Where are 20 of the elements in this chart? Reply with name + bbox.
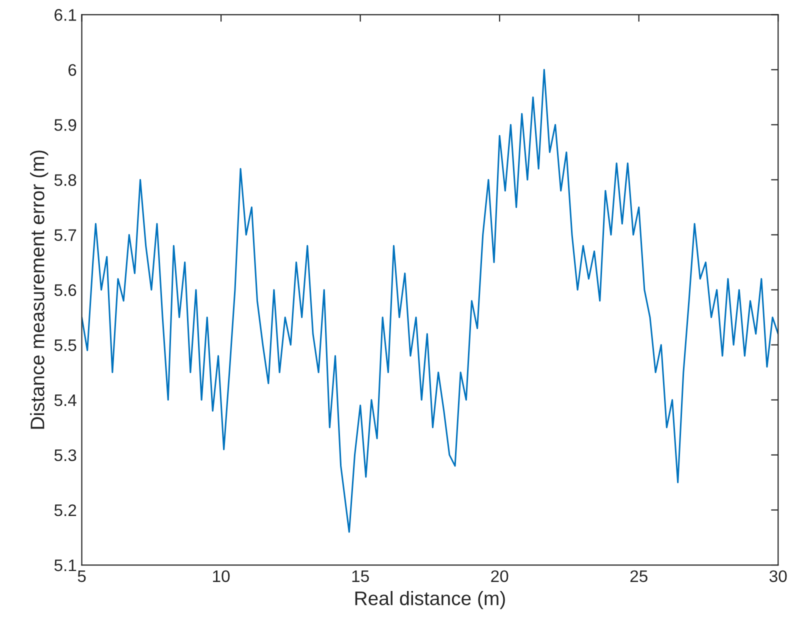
y-tick-label: 5.9 <box>54 119 76 131</box>
x-axis-title: Real distance (m) <box>355 590 505 610</box>
y-tick-label: 6 <box>68 64 76 76</box>
x-tick-label: 5 <box>78 570 86 582</box>
y-tick-label: 6.1 <box>54 9 76 21</box>
y-tick-label: 5.6 <box>54 284 76 296</box>
y-axis-title: Distance measurement error (m) <box>30 150 48 429</box>
y-tick-label: 5.8 <box>54 174 76 186</box>
y-tick-label: 5.3 <box>54 449 76 462</box>
line-series <box>82 68 778 533</box>
x-tick-label: 25 <box>630 570 648 582</box>
x-tick-label: 15 <box>352 570 369 582</box>
y-tick-label: 5.5 <box>54 339 76 352</box>
y-tick-label: 5.4 <box>54 394 76 406</box>
x-tick-label: 30 <box>769 570 787 582</box>
x-tick-label: 20 <box>491 570 508 582</box>
y-tick-label: 5.7 <box>54 229 76 241</box>
y-tick-label: 5.2 <box>54 504 76 516</box>
y-tick-label: 5.1 <box>54 560 76 572</box>
x-tick-label: 10 <box>213 570 230 582</box>
